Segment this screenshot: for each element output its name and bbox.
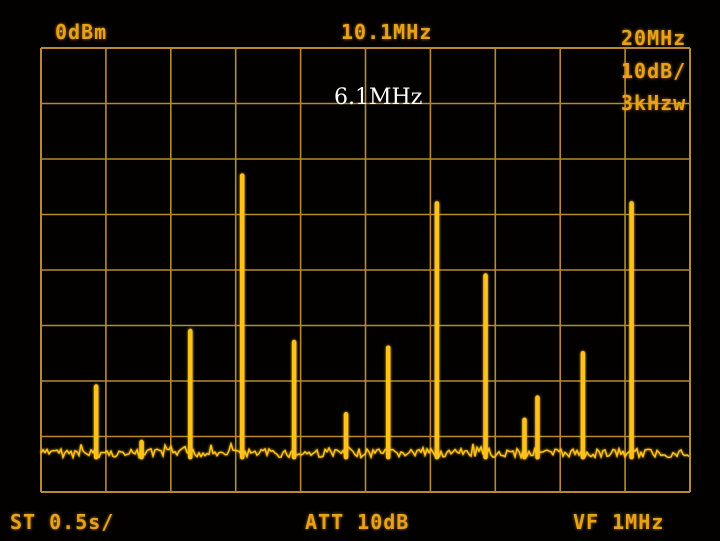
trace-group bbox=[40, 173, 690, 460]
marker-frequency-label: 6.1MHz bbox=[334, 85, 423, 110]
video-filter-readout: VF 1MHz bbox=[573, 510, 665, 534]
sweep-time-readout: ST 0.5s/ bbox=[10, 510, 115, 534]
attenuation-readout: ATT 10dB bbox=[305, 510, 410, 534]
center-frequency-readout: 10.1MHz bbox=[341, 20, 433, 44]
span-readout: 20MHz bbox=[621, 26, 687, 50]
reference-level-readout: 0dBm bbox=[55, 20, 108, 44]
graticule-grid bbox=[40, 47, 691, 493]
scale-readout: 10dB/ bbox=[621, 59, 687, 83]
resolution-bandwidth-readout: 3kHzw bbox=[621, 91, 687, 115]
